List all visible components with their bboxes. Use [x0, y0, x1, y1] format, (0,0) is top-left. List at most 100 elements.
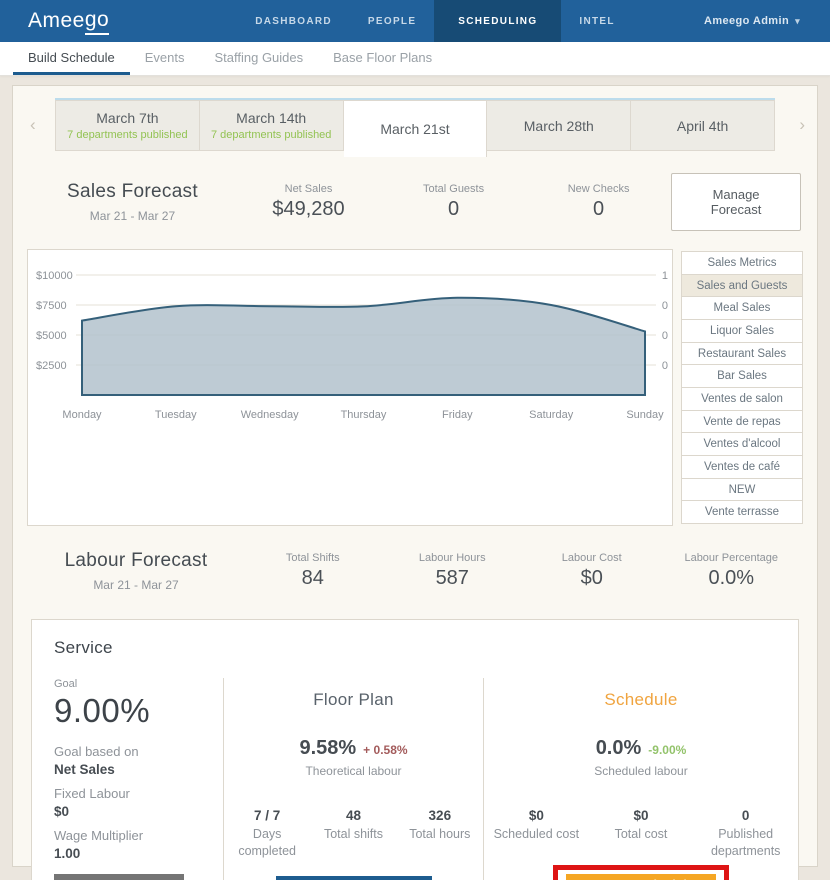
mini-stat-label: Total shifts — [323, 827, 384, 841]
manage-floor-plan-button[interactable]: Manage Floor Plan — [275, 875, 432, 880]
week-tab-label: March 28th — [523, 117, 594, 134]
top-nav-scheduling[interactable]: SCHEDULING — [434, 0, 562, 42]
floor-plan-title: Floor Plan — [313, 690, 394, 709]
labour-forecast-row: Labour Forecast Mar 21 - Mar 27 Total Sh… — [29, 539, 801, 603]
week-tab-april-4[interactable]: April 4th — [631, 100, 775, 151]
svg-text:Thursday: Thursday — [341, 409, 387, 421]
metric-item-vente-de-repas[interactable]: Vente de repas — [681, 409, 803, 434]
goal-based-on-value: Net Sales — [54, 762, 115, 777]
scheduled-labour-percent: 0.0% — [595, 737, 642, 759]
stat-value: $49,280 — [272, 198, 345, 220]
labour-forecast-title-block: Labour Forecast Mar 21 - Mar 27 — [29, 550, 243, 592]
svg-text:Sunday: Sunday — [626, 409, 664, 421]
stat-label: Labour Cost — [561, 552, 622, 564]
floor-plan-stats: 7 / 7 Days completed 48 Total shifts 326… — [224, 808, 483, 860]
metric-item-ventes-de-salon[interactable]: Ventes de salon — [681, 387, 803, 411]
top-nav: DASHBOARD PEOPLE SCHEDULING INTEL — [237, 0, 633, 42]
mini-stat-value: 0 — [741, 808, 750, 823]
top-nav-intel[interactable]: INTEL — [579, 15, 615, 27]
subnav-events[interactable]: Events — [144, 49, 185, 65]
top-nav-people[interactable]: PEOPLE — [367, 15, 417, 27]
mini-stat-value: $0 — [633, 808, 649, 823]
stat-label: Total Shifts — [285, 552, 340, 564]
logo-text: Amee — [28, 9, 85, 32]
total-shifts-stat: Total Shifts 84 — [243, 552, 383, 590]
metric-item-sales-and-guests[interactable]: Sales and Guests — [681, 273, 803, 298]
theoretical-labour-label: Theoretical labour — [305, 764, 402, 778]
svg-text:Saturday: Saturday — [529, 409, 574, 421]
week-tabs-strip: ‹ March 7th 7 departments published Marc… — [13, 98, 817, 157]
manage-schedule-button[interactable]: Manage Schedule — [566, 873, 716, 880]
edit-goal-button[interactable]: Edit — [54, 874, 184, 880]
svg-text:Wednesday: Wednesday — [241, 409, 299, 421]
mini-stat-value: $0 — [528, 808, 544, 823]
metric-item-sales-metrics[interactable]: Sales Metrics — [681, 251, 803, 275]
goal-based-on-label: Goal based on — [54, 744, 139, 759]
svg-text:$2500: $2500 — [36, 360, 67, 372]
metric-item-ventes-de-cafe[interactable]: Ventes de café — [681, 455, 803, 479]
new-checks-stat: New Checks 0 — [526, 183, 671, 221]
mini-stat-label: Total cost — [614, 827, 668, 841]
sales-chart-section: $10000 1 $7500 0 $5000 0 $2500 0 Monday Tuesday We… — [27, 249, 803, 526]
svg-text:0: 0 — [662, 360, 668, 372]
week-tab-march-7[interactable]: March 7th 7 departments published — [55, 100, 200, 151]
svg-text:1: 1 — [662, 270, 668, 282]
chevron-down-icon: ▾ — [795, 15, 800, 26]
logo-text-underlined: go — [84, 8, 110, 35]
ameego-logo[interactable]: Amee go — [28, 0, 110, 42]
goal-column: Goal 9.00% Goal based on Net Sales Fixed… — [32, 678, 224, 880]
week-tab-label: March 14th — [236, 110, 307, 126]
metric-item-ventes-dalcool[interactable]: Ventes d'alcool — [681, 432, 803, 457]
mini-stat-label: Scheduled cost — [493, 827, 580, 841]
svg-text:$7500: $7500 — [36, 300, 67, 312]
stat-value: 0 — [593, 198, 605, 220]
scheduled-labour-delta: -9.00% — [648, 743, 687, 757]
schedule-title: Schedule — [604, 690, 678, 709]
user-menu[interactable]: Ameego Admin ▾ — [704, 0, 800, 42]
metric-item-bar-sales[interactable]: Bar Sales — [681, 364, 803, 389]
total-shifts-mini-stat: 48 Total shifts — [310, 808, 396, 860]
schedule-stats: $0 Scheduled cost $0 Total cost 0 Publis… — [484, 808, 798, 860]
mini-stat-label: Published departments — [710, 827, 781, 858]
app-header: Amee go DASHBOARD PEOPLE SCHEDULING INTEL… — [0, 0, 830, 42]
subnav-build-schedule[interactable]: Build Schedule — [13, 42, 130, 75]
chevron-left-icon[interactable]: ‹ — [30, 115, 36, 134]
labour-hours-stat: Labour Hours 587 — [383, 552, 523, 590]
week-tab-label: March 7th — [96, 110, 159, 126]
labour-percentage-stat: Labour Percentage 0.0% — [662, 552, 802, 590]
goal-label: Goal — [54, 678, 78, 690]
schedule-percentage-row: 0.0% -9.00% — [596, 737, 687, 760]
week-tab-label: March 21st — [380, 121, 450, 137]
week-tab-march-14[interactable]: March 14th 7 departments published — [199, 100, 344, 151]
metric-item-new[interactable]: NEW — [681, 477, 803, 502]
sales-metrics-menu: Sales Metrics Sales and Guests Meal Sale… — [681, 251, 803, 525]
sales-forecast-title: Sales Forecast — [67, 181, 198, 202]
scheduled-cost-stat: $0 Scheduled cost — [484, 808, 589, 860]
total-guests-stat: Total Guests 0 — [381, 183, 526, 221]
subnav-base-floor-plans[interactable]: Base Floor Plans — [333, 49, 433, 65]
svg-text:$5000: $5000 — [36, 330, 67, 342]
stat-value: 587 — [435, 567, 469, 589]
top-nav-dashboard[interactable]: DASHBOARD — [255, 15, 332, 27]
labour-forecast-title: Labour Forecast — [64, 550, 208, 571]
fixed-labour-label: Fixed Labour — [54, 786, 130, 801]
week-tab-march-21[interactable]: March 21st — [343, 100, 488, 157]
metric-item-liquor-sales[interactable]: Liquor Sales — [681, 319, 803, 343]
sales-area-chart-svg: $10000 1 $7500 0 $5000 0 $2500 0 Monday Tuesday We… — [36, 270, 668, 421]
manage-forecast-button[interactable]: Manage Forecast — [671, 173, 801, 231]
subnav-staffing-guides[interactable]: Staffing Guides — [214, 49, 304, 65]
svg-text:Monday: Monday — [62, 409, 102, 421]
scheduling-sub-nav: Build Schedule Events Staffing Guides Ba… — [0, 42, 830, 76]
stat-label: Labour Percentage — [684, 552, 779, 564]
svg-text:Friday: Friday — [442, 409, 473, 421]
sales-forecast-title-block: Sales Forecast Mar 21 - Mar 27 — [29, 181, 236, 223]
mini-stat-value: 48 — [345, 808, 361, 823]
metric-item-restaurant-sales[interactable]: Restaurant Sales — [681, 341, 803, 366]
floor-plan-column: Floor Plan 9.58% + 0.58% Theoretical lab… — [224, 678, 484, 880]
week-tab-march-28[interactable]: March 28th — [487, 100, 632, 151]
days-completed-stat: 7 / 7 Days completed — [224, 808, 310, 860]
metric-item-meal-sales[interactable]: Meal Sales — [681, 296, 803, 321]
chevron-right-icon[interactable]: › — [799, 115, 805, 134]
metric-item-vente-terrasse[interactable]: Vente terrasse — [681, 500, 803, 525]
total-hours-mini-stat: 326 Total hours — [397, 808, 483, 860]
